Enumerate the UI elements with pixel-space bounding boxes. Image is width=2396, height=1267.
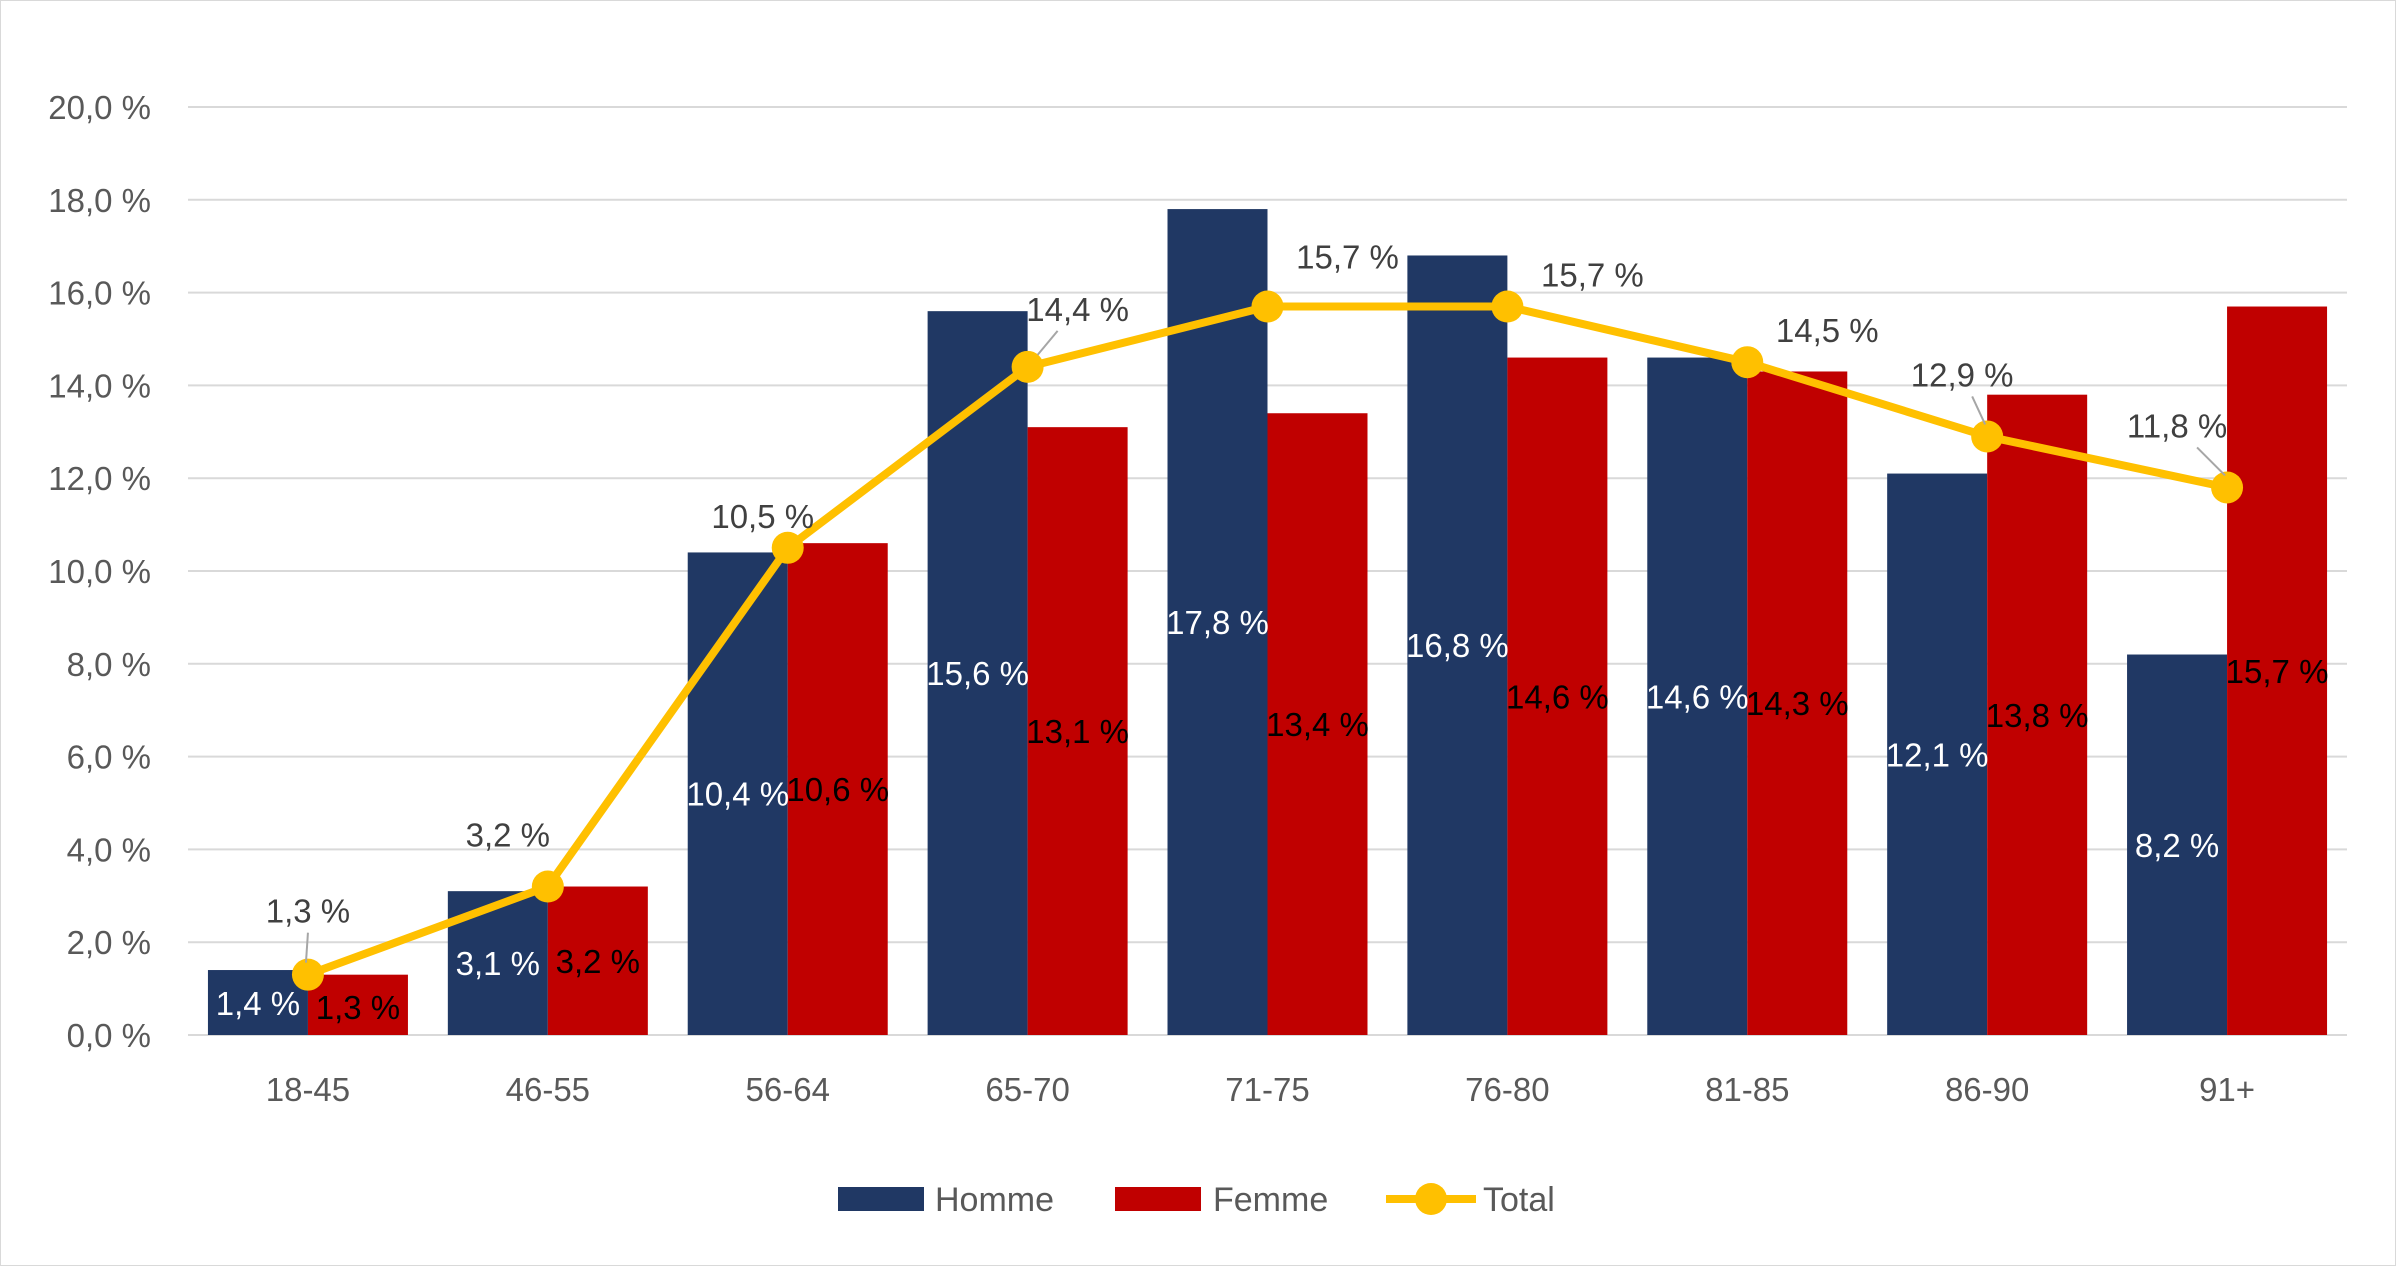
y-tick-label: 18,0 % (48, 182, 151, 219)
label-femme: 3,2 % (556, 943, 640, 980)
bar-femme (1747, 371, 1848, 1036)
legend-label-homme: Homme (935, 1181, 1054, 1219)
label-total: 11,8 % (2127, 407, 2227, 444)
legend-label-femme: Femme (1213, 1181, 1328, 1219)
label-homme: 17,8 % (1166, 604, 1269, 641)
label-total: 1,3 % (266, 893, 350, 930)
label-femme: 14,3 % (1746, 685, 1849, 722)
legend-swatch-homme (838, 1187, 924, 1211)
y-tick-label: 6,0 % (67, 739, 151, 776)
bars (207, 209, 2328, 1036)
x-axis-ticks: 18-45 46-55 56-64 65-70 71-75 76-80 81-85 86-90… (266, 1071, 2255, 1108)
bar-homme (207, 970, 308, 1035)
legend-swatch-femme (1115, 1187, 1201, 1211)
x-tick-label: 91+ (2199, 1071, 2255, 1108)
bar-homme (1167, 209, 1268, 1035)
total-marker (1971, 420, 2004, 453)
legend: Homme Femme Total (838, 1181, 1555, 1219)
total-marker (1011, 350, 1044, 383)
legend-label-total: Total (1483, 1181, 1555, 1219)
bar-femme (1507, 357, 1608, 1035)
total-label-leader (2196, 446, 2226, 477)
legend-marker-total (1415, 1183, 1447, 1215)
label-femme: 1,3 % (316, 989, 400, 1026)
label-homme: 15,6 % (926, 655, 1029, 692)
label-total: 15,7 % (1541, 257, 1644, 294)
x-tick-label: 46-55 (506, 1071, 590, 1108)
bar-femme (547, 886, 648, 1035)
bar-homme (1407, 255, 1508, 1036)
label-total: 3,2 % (466, 817, 550, 854)
label-homme: 10,4 % (686, 776, 789, 813)
x-tick-label: 56-64 (746, 1071, 830, 1108)
bar-femme (2227, 306, 2328, 1035)
total-line (291, 290, 2244, 991)
bar-femme (307, 974, 408, 1035)
total-marker (1251, 290, 1284, 323)
total-marker (1491, 290, 1524, 323)
label-homme: 1,4 % (216, 985, 300, 1022)
bar-homme (1887, 473, 1988, 1035)
bar-femme (1027, 427, 1128, 1035)
label-femme: 13,8 % (1986, 697, 2089, 734)
total-marker (2211, 471, 2244, 504)
total-marker (1731, 346, 1764, 379)
y-tick-label: 4,0 % (67, 831, 151, 868)
total-label-leader (1971, 396, 1987, 425)
label-total: 10,5 % (711, 498, 814, 535)
label-total: 14,4 % (1026, 291, 1129, 328)
total-marker (531, 870, 564, 903)
y-tick-label: 12,0 % (48, 460, 151, 497)
label-homme: 16,8 % (1406, 627, 1509, 664)
bar-homme (1647, 357, 1748, 1035)
label-total: 15,7 % (1296, 239, 1399, 276)
bar-homme (2127, 654, 2228, 1035)
label-femme: 13,1 % (1026, 713, 1129, 750)
data-labels: 1,4 % 1,3 % 3,1 % 3,2 % 10,4 %10,6 % 15,6 % 13… (216, 239, 2329, 1026)
y-tick-label: 20,0 % (48, 89, 151, 126)
label-homme: 14,6 % (1646, 678, 1749, 715)
y-tick-label: 10,0 % (48, 553, 151, 590)
label-total: 12,9 % (1911, 356, 2014, 393)
x-tick-label: 86-90 (1945, 1071, 2029, 1108)
y-axis-ticks: 0,0 % 2,0 % 4,0 % 6,0 % 8,0 % 10,0 % 12,0 % 14,… (48, 89, 151, 1054)
bar-homme (687, 552, 788, 1035)
x-tick-label: 81-85 (1705, 1071, 1789, 1108)
total-marker (291, 958, 324, 991)
x-tick-label: 71-75 (1225, 1071, 1309, 1108)
bar-femme (787, 543, 888, 1035)
label-femme: 14,6 % (1506, 678, 1609, 715)
label-total: 14,5 % (1776, 312, 1879, 349)
y-tick-label: 8,0 % (67, 646, 151, 683)
bar-femme (1267, 413, 1368, 1035)
label-homme: 3,1 % (456, 945, 540, 982)
label-homme: 12,1 % (1886, 736, 1989, 773)
label-femme: 10,6 % (786, 771, 889, 808)
y-tick-label: 0,0 % (67, 1017, 151, 1054)
label-homme: 8,2 % (2135, 827, 2219, 864)
x-tick-label: 18-45 (266, 1071, 350, 1108)
total-label-leader (304, 932, 309, 963)
label-femme: 15,7 % (2226, 653, 2329, 690)
x-tick-label: 76-80 (1465, 1071, 1549, 1108)
y-tick-label: 16,0 % (48, 275, 151, 312)
x-tick-label: 65-70 (985, 1071, 1069, 1108)
bar-femme (1987, 394, 2088, 1035)
total-label-leader (1036, 330, 1059, 356)
y-tick-label: 14,0 % (48, 367, 151, 404)
y-tick-label: 2,0 % (67, 924, 151, 961)
label-femme: 13,4 % (1266, 706, 1369, 743)
total-marker (771, 531, 804, 564)
